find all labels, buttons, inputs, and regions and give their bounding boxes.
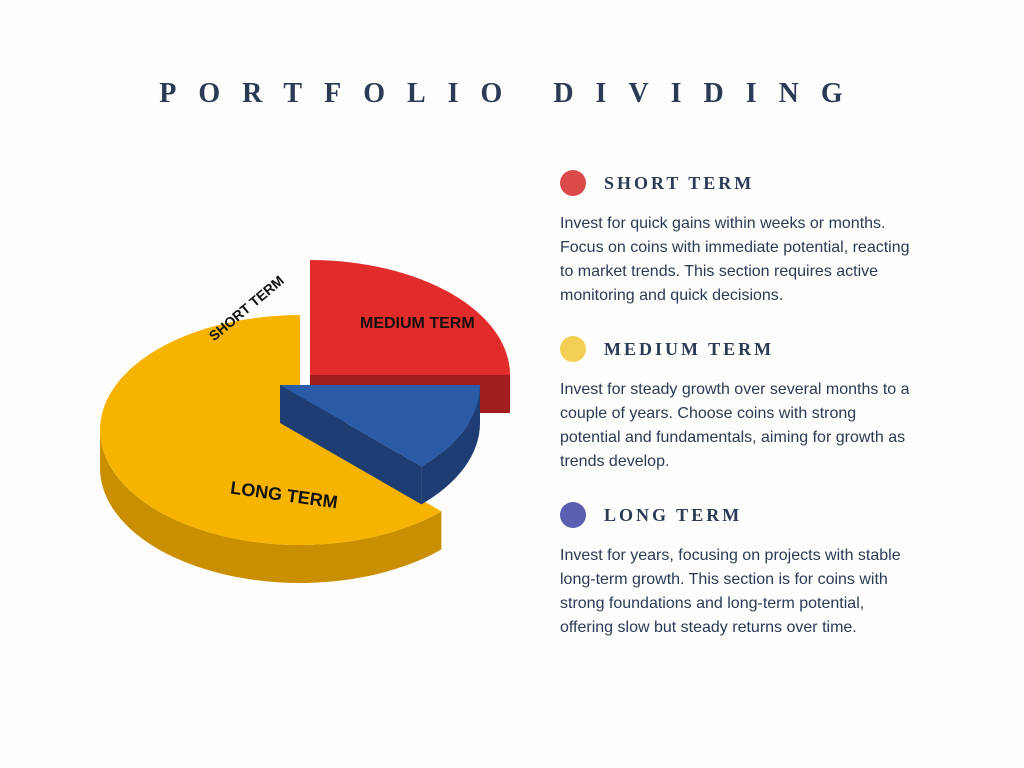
legend-desc-long: Invest for years, focusing on projects w… <box>560 544 920 640</box>
legend-title-long: LONG TERM <box>604 505 742 526</box>
slice-label-medium: MEDIUM TERM <box>360 315 475 333</box>
legend-title-short: SHORT TERM <box>604 173 754 194</box>
legend-bullet-short <box>560 170 586 196</box>
page-title: PORTFOLIO DIVIDING <box>0 78 1024 110</box>
legend-item-medium: MEDIUM TERM Invest for steady growth over… <box>560 336 960 474</box>
pie-chart: MEDIUM TERMSHORT TERMLONG TERM <box>70 180 530 610</box>
legend-item-long: LONG TERM Invest for years, focusing on p… <box>560 502 960 640</box>
legend-desc-medium: Invest for steady growth over several mo… <box>560 378 920 474</box>
legend-title-medium: MEDIUM TERM <box>604 339 774 360</box>
legend-bullet-medium <box>560 336 586 362</box>
legend: SHORT TERM Invest for quick gains within … <box>560 170 960 668</box>
legend-item-short: SHORT TERM Invest for quick gains within … <box>560 170 960 308</box>
legend-desc-short: Invest for quick gains within weeks or m… <box>560 212 920 308</box>
legend-bullet-long <box>560 502 586 528</box>
